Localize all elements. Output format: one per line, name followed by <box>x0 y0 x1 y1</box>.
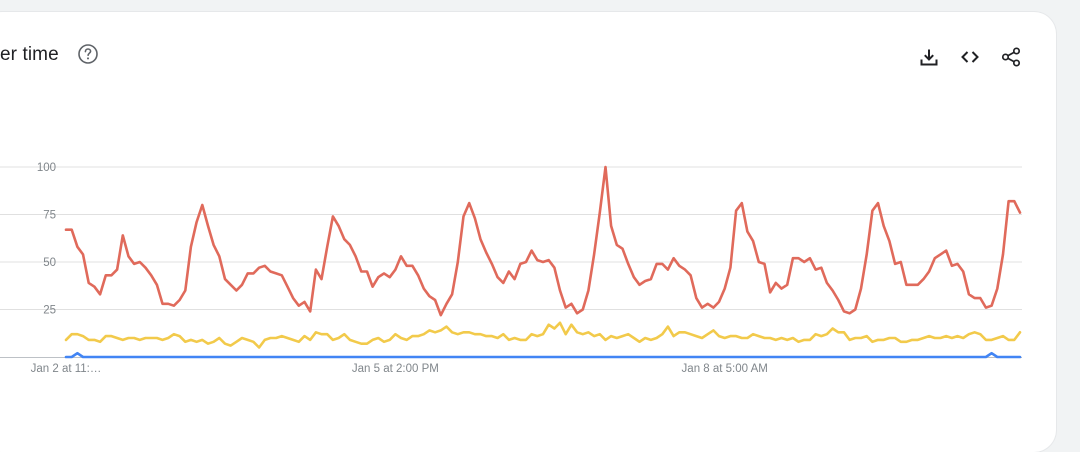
series-line <box>64 321 1022 349</box>
x-tick-label: Jan 8 at 5:00 AM <box>682 363 768 375</box>
y-tick-label: 75 <box>43 210 56 222</box>
download-icon[interactable] <box>918 46 940 68</box>
series-line <box>64 351 1022 359</box>
card-title: er time <box>0 44 59 65</box>
y-tick-label: 100 <box>37 162 56 174</box>
y-tick-label: 25 <box>43 305 56 317</box>
embed-code-icon[interactable] <box>959 46 981 68</box>
x-tick-label: Jan 2 at 11:… <box>31 363 102 375</box>
x-tick-label: Jan 5 at 2:00 PM <box>352 363 439 375</box>
y-tick-label: 50 <box>43 257 56 269</box>
interest-over-time-card <box>0 12 1056 452</box>
share-icon[interactable] <box>1000 46 1022 68</box>
help-icon[interactable] <box>77 43 99 65</box>
interest-line-chart: 25 50 75 100 Jan 2 at 11:… Jan 5 at 2:00 PM Ja… <box>0 162 1022 375</box>
series-line <box>64 165 1022 317</box>
